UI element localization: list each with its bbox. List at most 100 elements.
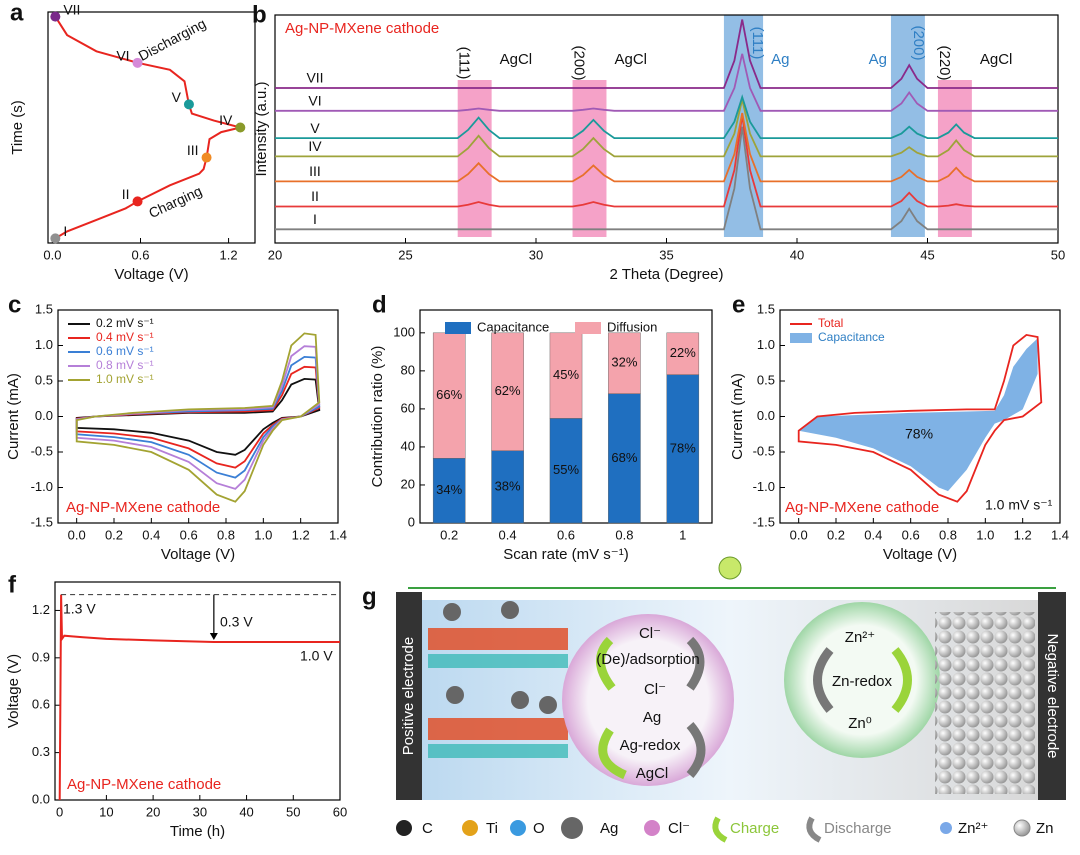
bubble-label: Cl⁻	[639, 625, 661, 642]
y-axis-label: Contribution ratio (%)	[369, 346, 386, 488]
panel-letter: a	[10, 0, 24, 26]
plot-frame	[47, 11, 256, 244]
x-tick-label: 1.4	[1051, 527, 1069, 542]
line	[75, 332, 321, 503]
legend-label: Charge	[730, 820, 779, 837]
discharge-arrow	[813, 647, 834, 713]
chart-e: 0.0 0.2 0.4 0.6 0.8 1.0 1.2 1.4 -1.5 -1.0 -0.5 0.0 0…	[729, 301, 1069, 563]
miller-index: (111)	[749, 27, 766, 60]
x-tick-label: 25	[398, 247, 412, 262]
bubble-label: Zn-redox	[832, 673, 893, 690]
miller-index: (111)	[456, 47, 473, 80]
line	[275, 19, 1058, 89]
series-label: III	[309, 163, 321, 179]
annotation: 1.0 mV s⁻¹	[985, 497, 1053, 513]
legend-swatch	[462, 820, 478, 836]
annotation: Ag-NP-MXene cathode	[785, 499, 939, 516]
y-tick-label: 0.6	[32, 697, 50, 712]
legend-swatch	[396, 820, 412, 836]
point-marker	[235, 122, 246, 133]
bubble-label: AgCl	[636, 765, 669, 782]
x-tick-label: 0.8	[615, 527, 633, 542]
schematic-legend: C Ti O Ag Cl⁻ Charge Discharge Zn²⁺ Zn g	[362, 583, 1054, 843]
series-label: VI	[308, 92, 321, 108]
value-label: 38%	[495, 478, 521, 493]
point-label: VI	[116, 48, 129, 64]
bar-segment	[666, 374, 700, 524]
legend-swatch	[510, 820, 526, 836]
line	[275, 94, 1058, 139]
mxene-layer	[428, 744, 568, 758]
line	[275, 53, 1058, 112]
annotation: 1.3 V	[63, 601, 96, 617]
value-label: 32%	[611, 355, 637, 370]
legend-swatch	[575, 322, 601, 334]
value-label: 34%	[436, 482, 462, 497]
point-marker	[201, 152, 212, 163]
x-tick-label: 0.2	[105, 527, 123, 542]
series-label: IV	[308, 138, 322, 154]
bar-segment	[549, 332, 583, 419]
value-label: 78%	[670, 440, 696, 455]
chart-d: 0 20 40 60 80 100 Scan rate (mV s⁻¹) Contributi…	[369, 309, 713, 563]
legend-label: 0.4 mV s⁻¹	[96, 330, 154, 344]
legend-swatch	[940, 822, 952, 834]
x-tick-label: 35	[659, 247, 673, 262]
chart-title: Ag-NP-MXene cathode	[285, 20, 439, 37]
charge-arrow	[596, 636, 616, 691]
ag-cluster	[539, 696, 557, 714]
bubble-label: Zn²⁺	[845, 629, 875, 646]
y-tick-label: 1.0	[757, 337, 775, 352]
phase-label: Ag	[869, 51, 887, 68]
y-axis-label: Intensity (a.u.)	[253, 81, 270, 176]
x-tick-label: 0.0	[790, 527, 808, 542]
x-tick-label: 0.0	[68, 527, 86, 542]
annotation: Discharging	[136, 15, 209, 64]
bubble-label: Zn⁰	[848, 715, 872, 732]
y-tick-label: 0.9	[32, 649, 50, 664]
x-tick-label: 0.4	[864, 527, 882, 542]
x-axis-label: Voltage (V)	[883, 546, 957, 563]
x-tick-label: 0.2	[440, 527, 458, 542]
legend-label: Ag	[600, 820, 618, 837]
peak-band	[937, 80, 972, 237]
value-label: 22%	[670, 345, 696, 360]
bar-segment	[491, 332, 524, 451]
ag-cluster	[501, 601, 519, 619]
legend-label: 0.6 mV s⁻¹	[96, 344, 154, 358]
x-tick-label: 50	[286, 804, 300, 819]
discharge-arrow	[686, 636, 705, 691]
legend-label: Diffusion	[607, 319, 657, 334]
bar-segment	[549, 418, 583, 524]
bulb	[718, 556, 742, 580]
legend-label: C	[422, 820, 433, 837]
y-tick-label: 0	[408, 514, 415, 529]
ag-cluster	[446, 686, 464, 704]
point-marker	[183, 99, 194, 110]
panel-letter: b	[252, 1, 267, 28]
legend-swatch	[561, 817, 583, 839]
legend-label: Total	[818, 316, 843, 330]
x-tick-label: 1.0	[976, 527, 994, 542]
mxene-layer	[428, 654, 568, 668]
y-tick-label: 0.0	[757, 408, 775, 423]
positive-electrode	[396, 592, 422, 800]
electrode-label: Negative electrode	[1044, 633, 1061, 758]
schematic: Positive electrode Negative electrode Cl…	[396, 556, 1066, 800]
phase-label: AgCl	[980, 51, 1013, 68]
bar-segment	[432, 458, 466, 524]
x-tick-label: 20	[146, 804, 160, 819]
line	[797, 333, 1043, 503]
y-tick-label: -1.0	[31, 479, 53, 494]
annotation: 78%	[905, 426, 933, 442]
legend-label: Capacitance	[477, 319, 549, 334]
legend-swatch	[712, 816, 728, 843]
y-tick-label: 1.2	[32, 602, 50, 617]
x-axis-label: Voltage (V)	[161, 546, 235, 563]
value-label: 55%	[553, 462, 579, 477]
point-label: IV	[219, 112, 233, 128]
zn-anode	[935, 612, 1035, 794]
annotation: 0.3 V	[220, 613, 253, 629]
annotation: Charging	[146, 183, 204, 222]
